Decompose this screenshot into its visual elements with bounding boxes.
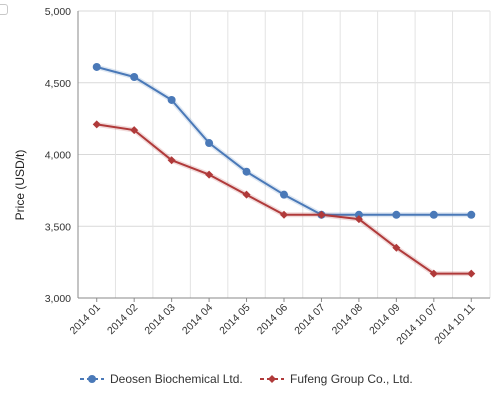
data-point-fufeng[interactable] (354, 215, 363, 224)
y-tick-label: 3,000 (45, 293, 71, 305)
data-point-fufeng[interactable] (317, 210, 326, 219)
x-tick-label: 2014 03 (142, 302, 177, 337)
y-tick-label: 4,500 (45, 78, 71, 90)
data-point-fufeng[interactable] (392, 243, 401, 252)
data-point-deosen[interactable] (205, 139, 214, 148)
x-tick-label: 2014 02 (105, 302, 140, 337)
legend-label-deosen: Deosen Biochemical Ltd. (110, 372, 243, 386)
data-point-deosen[interactable] (130, 73, 139, 82)
y-tick-label: 4,000 (45, 150, 71, 162)
legend-marker-deosen (88, 375, 96, 383)
data-point-fufeng[interactable] (429, 269, 438, 278)
y-axis-title: Price (USD/t) (13, 150, 27, 221)
data-point-deosen[interactable] (354, 210, 363, 219)
x-tick-label: 2014 06 (255, 302, 290, 337)
legend-item-deosen[interactable]: Deosen Biochemical Ltd. (80, 372, 243, 386)
x-tick-label: 2014 10 11 (432, 302, 477, 347)
data-point-deosen[interactable] (92, 62, 101, 71)
data-point-deosen[interactable] (467, 210, 476, 219)
data-point-deosen[interactable] (280, 190, 288, 199)
legend-label-fufeng: Fufeng Group Co., Ltd. (290, 372, 413, 386)
x-tick-label: 2014 05 (217, 302, 252, 337)
y-axis: 3,000 3,500 4,000 4,500 5,000 (45, 6, 79, 305)
data-point-deosen[interactable] (429, 210, 438, 219)
series-layer (92, 62, 476, 278)
data-point-deosen[interactable] (242, 167, 251, 176)
legend: Deosen Biochemical Ltd. Fufeng Group Co.… (80, 372, 413, 386)
grid-lines (77, 10, 491, 299)
y-tick-label: 5,000 (45, 6, 71, 18)
data-point-deosen[interactable] (392, 210, 401, 219)
data-point-fufeng[interactable] (92, 120, 101, 129)
data-point-fufeng[interactable] (467, 269, 476, 278)
x-tick-label: 2014 08 (330, 302, 365, 337)
x-tick-label: 2014 09 (367, 302, 402, 337)
data-point-fufeng[interactable] (130, 126, 139, 135)
data-point-fufeng[interactable] (167, 156, 176, 165)
x-axis: 2014 01 2014 02 2014 03 2014 04 2014 05 2014 … (68, 297, 490, 347)
y-tick-label: 3,500 (45, 221, 71, 233)
x-tick-label: 2014 07 (292, 302, 327, 337)
corner-tab (0, 4, 8, 15)
data-point-deosen[interactable] (167, 95, 176, 104)
x-tick-label: 2014 04 (180, 302, 215, 337)
x-tick-label: 2014 01 (68, 302, 103, 337)
data-point-fufeng[interactable] (280, 210, 288, 219)
legend-item-fufeng[interactable]: Fufeng Group Co., Ltd. (260, 372, 413, 386)
data-point-fufeng[interactable] (205, 170, 214, 179)
legend-marker-fufeng (268, 375, 276, 383)
data-point-fufeng[interactable] (242, 190, 251, 199)
series-fufeng (92, 120, 476, 278)
